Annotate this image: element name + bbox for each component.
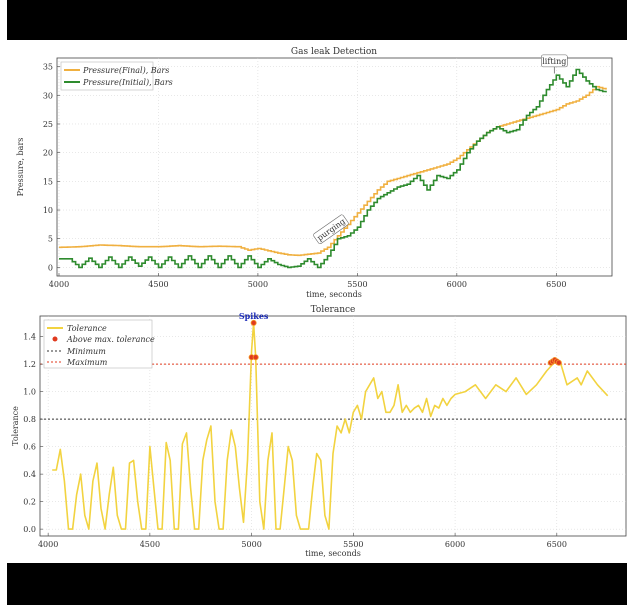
- x-tick-label: 4000: [49, 280, 69, 289]
- tolerance-ticks: 4000 4500 5000 5500 6000 6500 0.0 0.2 0.4 0.6 0.8 1…: [23, 333, 567, 549]
- annotation-spikes: Spikes: [239, 311, 269, 321]
- y-tick-label: 10: [43, 206, 53, 215]
- tolerance-series: [52, 319, 609, 530]
- top-black-band: [7, 0, 627, 40]
- x-tick-label: 6500: [546, 280, 566, 289]
- pressure-chart: Gas leak Detection time, seconds Pressur…: [16, 47, 613, 299]
- pressure-x-axis-label: time, seconds: [306, 290, 362, 299]
- annotation-text: lifting: [542, 57, 566, 66]
- annotation-lifting: lifting: [541, 54, 568, 74]
- legend-maximum-label: Maximum: [66, 358, 108, 367]
- y-tick-label: 0: [48, 263, 53, 272]
- x-tick-label: 4000: [38, 540, 58, 549]
- y-tick-label: 0.8: [23, 415, 36, 424]
- legend-tolerance-label: Tolerance: [67, 324, 107, 333]
- final-pressure-line: [59, 85, 607, 257]
- y-tick-label: 0.6: [23, 443, 36, 452]
- y-tick-label: 1.4: [23, 333, 36, 342]
- y-tick-label: 20: [43, 149, 53, 158]
- x-tick-label: 5000: [248, 280, 268, 289]
- legend-above-label: Above max. tolerance: [66, 335, 155, 344]
- y-tick-label: 0.0: [23, 525, 36, 534]
- pressure-legend: Pressure(Final), Bars Pressure(Initial),…: [60, 61, 173, 91]
- x-tick-label: 6500: [547, 540, 567, 549]
- annotation-box: [541, 54, 568, 68]
- tolerance-x-axis-label: time, seconds: [305, 549, 361, 558]
- y-tick-label: 5: [48, 235, 53, 244]
- x-tick-label: 6000: [445, 540, 465, 549]
- legend-above-swatch: [52, 336, 58, 342]
- tolerance-annotations: Spikes: [239, 311, 269, 321]
- y-tick-label: 30: [43, 91, 53, 100]
- x-tick-label: 4500: [148, 280, 168, 289]
- above-tolerance-point: [252, 354, 259, 361]
- pressure-chart-title: Gas leak Detection: [291, 47, 377, 57]
- annotation-box: [313, 214, 349, 245]
- x-tick-label: 5500: [347, 280, 367, 289]
- legend-initial-label: Pressure(Initial), Bars: [82, 78, 173, 87]
- pressure-legend-box: [60, 61, 154, 91]
- pressure-y-axis-label: Pressure, bars: [16, 138, 25, 197]
- pressure-series: [59, 68, 607, 269]
- legend-final-label: Pressure(Final), Bars: [82, 66, 169, 75]
- y-tick-label: 1.2: [23, 360, 36, 369]
- x-tick-label: 5500: [343, 540, 363, 549]
- bottom-black-band: [7, 563, 627, 605]
- y-tick-label: 35: [43, 63, 53, 72]
- x-tick-label: 4500: [140, 540, 160, 549]
- pressure-ticks: 4000 4500 5000 5500 6000 6500 0 5 10 15 20 25 30 35: [43, 63, 567, 289]
- y-tick-label: 15: [43, 177, 53, 186]
- y-tick-label: 1.0: [23, 388, 36, 397]
- tolerance-chart: Tolerance time, seconds Tolerance 4000 45…: [11, 305, 627, 558]
- legend-minimum-label: Minimum: [66, 347, 106, 356]
- y-tick-label: 25: [43, 120, 53, 129]
- tolerance-legend: Tolerance Above max. tolerance Minimum M…: [43, 319, 155, 369]
- tolerance-y-axis-label: Tolerance: [11, 406, 20, 446]
- initial-pressure-line: [59, 68, 607, 269]
- x-tick-label: 5000: [241, 540, 261, 549]
- y-tick-label: 0.2: [23, 498, 36, 507]
- pressure-grid: [57, 58, 612, 276]
- above-tolerance-point: [555, 359, 562, 366]
- above-tolerance-point: [250, 319, 257, 326]
- x-tick-label: 6000: [447, 280, 467, 289]
- y-tick-label: 0.4: [23, 470, 36, 479]
- tolerance-line: [52, 322, 609, 530]
- tolerance-chart-title: Tolerance: [311, 305, 356, 315]
